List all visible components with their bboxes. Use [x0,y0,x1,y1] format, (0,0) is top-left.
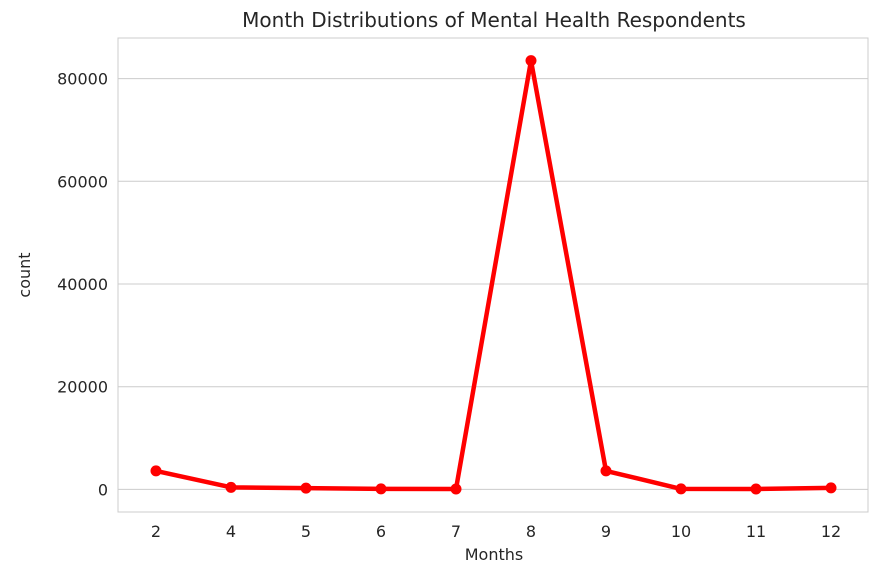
x-tick-label: 12 [821,522,841,541]
x-tick-label: 10 [671,522,691,541]
x-axis-label: Months [465,545,523,564]
data-point [675,483,687,495]
data-point [450,483,462,495]
y-axis-label: count [15,252,34,297]
data-point [375,483,387,495]
chart-title: Month Distributions of Mental Health Res… [242,8,746,32]
data-point [525,55,537,67]
data-point [750,483,762,495]
y-tick-label: 80000 [57,70,108,89]
x-tick-label: 4 [226,522,236,541]
y-tick-label: 0 [98,480,108,499]
data-point [225,481,237,493]
data-point [825,482,837,494]
y-tick-label: 40000 [57,275,108,294]
y-axis-ticks: 0 20000 40000 60000 80000 [57,70,108,500]
x-tick-label: 6 [376,522,386,541]
x-tick-label: 11 [746,522,766,541]
y-tick-label: 20000 [57,378,108,397]
x-tick-label: 5 [301,522,311,541]
y-tick-label: 60000 [57,172,108,191]
x-axis-ticks: 2 4 5 6 7 8 9 10 11 12 [151,522,841,541]
data-point [300,482,312,494]
series-line [155,58,832,492]
data-point [600,465,612,477]
series-group [150,55,837,495]
x-tick-label: 9 [601,522,611,541]
x-tick-label: 2 [151,522,161,541]
data-point [150,465,162,477]
x-tick-label: 8 [526,522,536,541]
x-tick-label: 7 [451,522,461,541]
